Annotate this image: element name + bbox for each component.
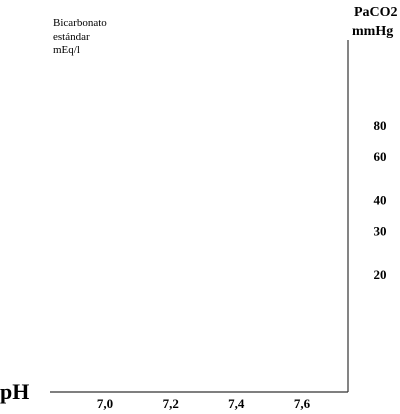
paco2-axis-label: PaCO2 (354, 5, 398, 20)
bicarbonate-label-line2: estándar (53, 31, 90, 43)
ph-tick-labels: 7,0 7,2 7,4 7,6 (97, 396, 311, 411)
ph-axis-label: pH (0, 379, 29, 404)
paco2-tick-1: 60 (374, 149, 387, 164)
paco2-tick-labels: 80 60 40 30 20 (374, 118, 387, 282)
bicarbonate-label-line1: Bicarbonato (53, 17, 107, 29)
ph-tick-0: 7,0 (97, 396, 113, 411)
ph-tick-1: 7,2 (163, 396, 179, 411)
paco2-tick-3: 30 (374, 223, 387, 238)
ph-tick-2: 7,4 (228, 396, 245, 411)
paco2-tick-2: 40 (374, 193, 387, 208)
ph-tick-3: 7,6 (294, 396, 311, 411)
paco2-tick-0: 80 (374, 118, 387, 133)
paco2-tick-4: 20 (374, 267, 387, 282)
bicarbonate-label-line3: mEq/l (53, 44, 80, 56)
paco2-unit-label: mmHg (352, 24, 393, 39)
